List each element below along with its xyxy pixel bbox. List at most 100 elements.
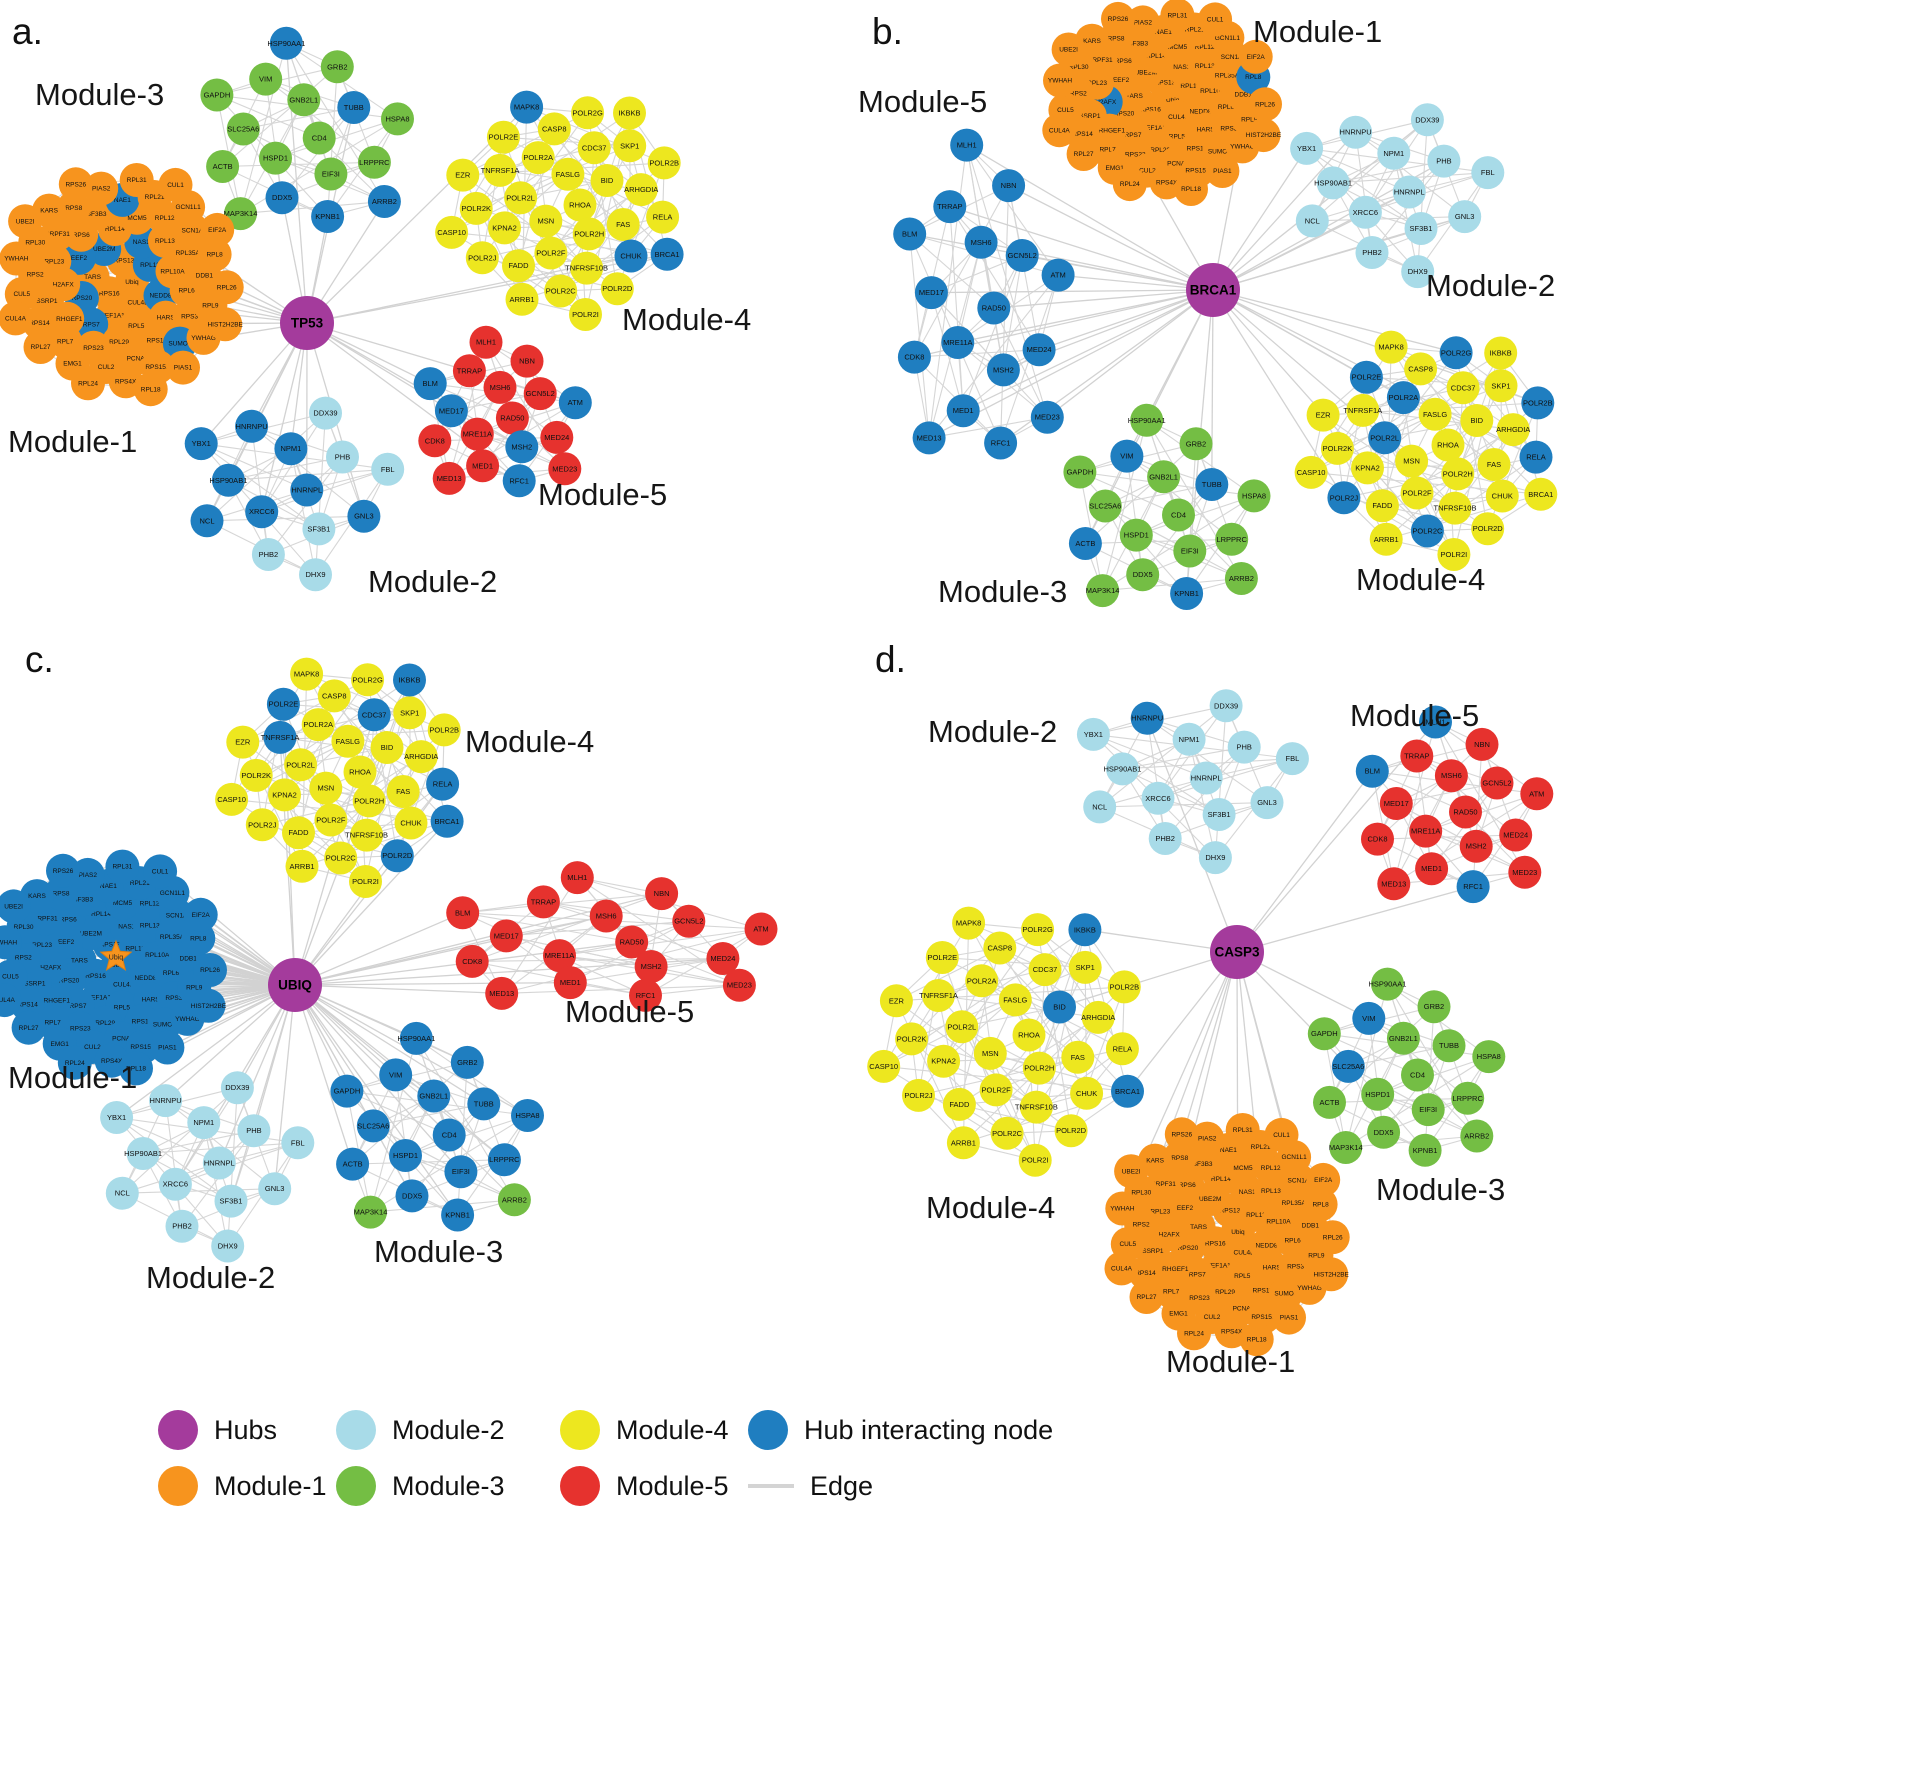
legend-label: Hubs bbox=[214, 1414, 278, 1445]
edge bbox=[1085, 443, 1197, 544]
node-MED13: MED13 bbox=[432, 461, 466, 495]
node-MED17: MED17 bbox=[914, 276, 948, 310]
hub-edge bbox=[931, 289, 1214, 294]
node-NCL: NCL bbox=[105, 1176, 139, 1210]
node-MRE11A: MRE11A bbox=[1409, 814, 1443, 848]
edge bbox=[545, 220, 668, 255]
node-GRB2: GRB2 bbox=[1179, 427, 1213, 461]
module3-legend-dot bbox=[336, 1466, 376, 1506]
node-POLR2B: POLR2B bbox=[1521, 386, 1555, 420]
node-YBX1: YBX1 bbox=[1076, 717, 1110, 751]
node-NBN: NBN bbox=[992, 169, 1026, 203]
node-POLR2H: POLR2H bbox=[1441, 457, 1475, 491]
edge bbox=[222, 66, 338, 167]
edge-sample-line bbox=[748, 1484, 794, 1488]
edge bbox=[243, 128, 385, 202]
node-POLR2C: POLR2C bbox=[1410, 514, 1444, 548]
node-POLR2H: POLR2H bbox=[352, 784, 386, 818]
node-POLR2D: POLR2D bbox=[600, 272, 634, 306]
node-GRB2: GRB2 bbox=[320, 50, 354, 84]
module-label-c-module-3: Module-3 bbox=[374, 1234, 503, 1269]
node-CASP10: CASP10 bbox=[1294, 455, 1328, 489]
edge bbox=[1311, 119, 1428, 222]
node-CDK8: CDK8 bbox=[897, 340, 931, 374]
edge bbox=[930, 292, 1048, 418]
legend-item-module-2: Module-2 bbox=[336, 1410, 560, 1450]
ubiq-star-node: Ubiq bbox=[99, 939, 133, 971]
edge bbox=[275, 118, 398, 159]
edge bbox=[222, 161, 375, 168]
node-DDX5: DDX5 bbox=[1126, 558, 1160, 592]
node-CHUK: CHUK bbox=[1485, 479, 1519, 513]
node-DDX39: DDX39 bbox=[220, 1071, 254, 1105]
node-CASP8: CASP8 bbox=[983, 931, 1017, 965]
node-POLR2D: POLR2D bbox=[380, 839, 414, 873]
node-FBL: FBL bbox=[1471, 156, 1505, 190]
node-EIF3I: EIF3I bbox=[1173, 534, 1207, 568]
hub-edge bbox=[1038, 289, 1214, 351]
edge bbox=[405, 1114, 528, 1157]
node-CDC37: CDC37 bbox=[577, 131, 611, 165]
node-FAS: FAS bbox=[1061, 1040, 1095, 1074]
node-IKBKB: IKBKB bbox=[393, 663, 426, 697]
node-HSPA8: HSPA8 bbox=[511, 1099, 544, 1132]
node-GNL3: GNL3 bbox=[1250, 786, 1284, 820]
node-MED24: MED24 bbox=[1022, 333, 1056, 367]
module-label-b-module-2: Module-2 bbox=[1426, 268, 1555, 303]
node-LRPPRC: LRPPRC bbox=[357, 145, 391, 179]
node-MSH2: MSH2 bbox=[986, 353, 1020, 387]
hub-edge bbox=[294, 984, 354, 1165]
edge bbox=[200, 443, 308, 491]
node-CD4: CD4 bbox=[1162, 498, 1195, 532]
node-CHUK: CHUK bbox=[614, 239, 648, 273]
edge bbox=[200, 443, 320, 530]
node-TNFRSF1A: TNFRSF1A bbox=[481, 153, 519, 187]
node-GNL3: GNL3 bbox=[258, 1172, 292, 1206]
node-RPL27: RPL27 bbox=[1066, 137, 1101, 171]
node-BLM: BLM bbox=[893, 217, 927, 251]
legend-label: Hub interacting node bbox=[804, 1414, 1054, 1445]
node-POLR2J: POLR2J bbox=[1327, 481, 1361, 515]
node-MLH1: MLH1 bbox=[560, 861, 594, 895]
node-MRE11A: MRE11A bbox=[941, 326, 975, 359]
node-FASLG: FASLG bbox=[1418, 397, 1452, 431]
node-RPL27: RPL27 bbox=[23, 330, 58, 364]
legend-label: Edge bbox=[810, 1470, 874, 1501]
node-POLR2C: POLR2C bbox=[324, 841, 358, 875]
node-TUBB: TUBB bbox=[467, 1087, 501, 1121]
node-BLM: BLM bbox=[446, 896, 480, 930]
node-HSPD1: HSPD1 bbox=[1119, 518, 1153, 552]
node-POLR2A: POLR2A bbox=[965, 964, 999, 998]
module-label-b-module-4: Module-4 bbox=[1356, 562, 1485, 597]
edge bbox=[395, 1074, 413, 1196]
hub-edge bbox=[306, 253, 668, 324]
node-POLR2G: POLR2G bbox=[571, 96, 605, 130]
node-BRCA1: BRCA1 bbox=[1524, 477, 1558, 511]
hub-edge bbox=[294, 984, 459, 1216]
node-POLR2H: POLR2H bbox=[1022, 1051, 1056, 1085]
edge bbox=[434, 436, 557, 442]
node-DDX5: DDX5 bbox=[395, 1179, 429, 1213]
node-FAS: FAS bbox=[1477, 448, 1511, 481]
edge bbox=[472, 957, 723, 962]
node-RPL18: RPL18 bbox=[133, 372, 168, 407]
edge bbox=[175, 1142, 298, 1185]
node-POLR2L: POLR2L bbox=[504, 181, 538, 215]
node-EZR: EZR bbox=[879, 984, 913, 1018]
node-KPNB1: KPNB1 bbox=[441, 1198, 475, 1232]
node-ARRB1: ARRB1 bbox=[505, 282, 539, 316]
edge bbox=[284, 714, 375, 796]
node-FASLG: FASLG bbox=[331, 724, 365, 758]
edge bbox=[501, 984, 740, 994]
node-CDK8: CDK8 bbox=[418, 424, 452, 458]
node-MAPK8: MAPK8 bbox=[952, 906, 986, 940]
node-DHX9: DHX9 bbox=[1198, 841, 1232, 875]
hub-edge bbox=[957, 289, 1214, 344]
edge bbox=[1368, 1018, 1385, 1133]
node-HSPD1: HSPD1 bbox=[259, 141, 292, 175]
node-FAS: FAS bbox=[386, 775, 420, 808]
node-MAP3K14: MAP3K14 bbox=[354, 1195, 387, 1229]
node-BID: BID bbox=[1043, 990, 1076, 1024]
node-MSH2: MSH2 bbox=[1459, 829, 1493, 863]
node-RPL31: RPL31 bbox=[105, 849, 140, 884]
